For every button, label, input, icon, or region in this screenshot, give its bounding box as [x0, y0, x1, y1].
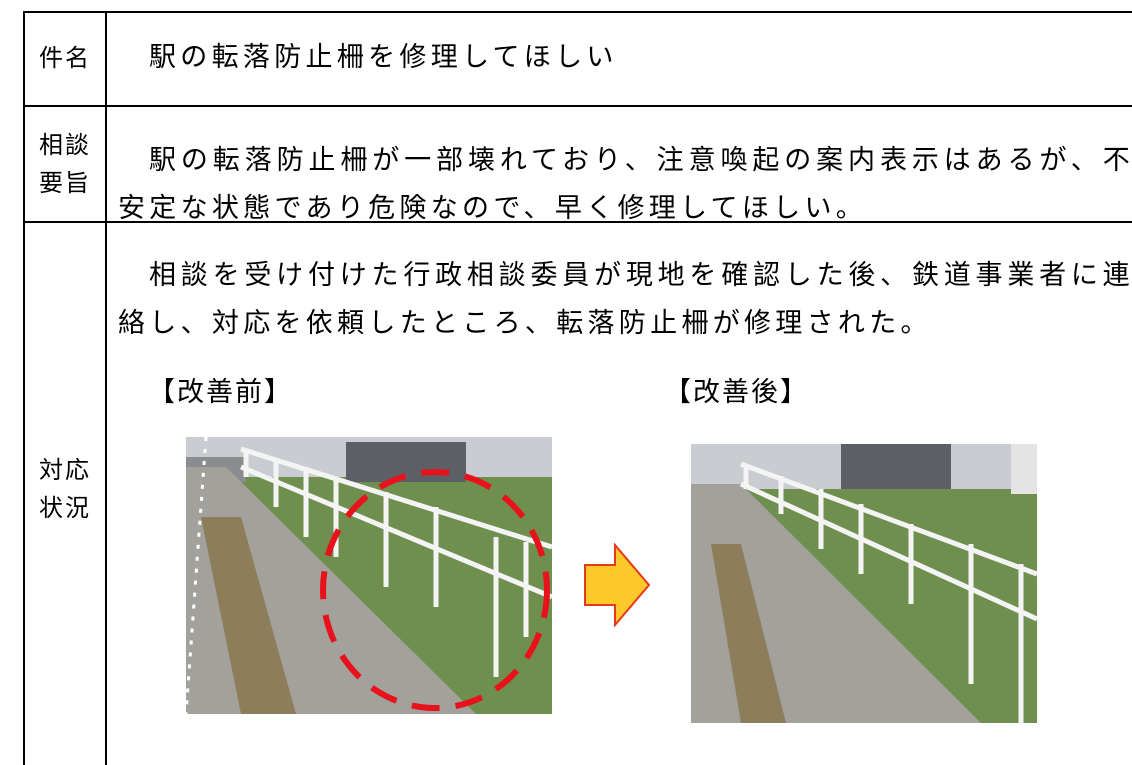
row-content: 相談を受け付けた行政相談委員が現地を確認した後、鉄道事業者に連絡し、対応を依頼し…: [118, 260, 1132, 339]
row-label: 相談要旨: [39, 131, 91, 197]
caption: 【改善後】: [664, 377, 809, 408]
row-label: 件名: [39, 44, 91, 72]
highlight-circle: [320, 469, 550, 711]
photo-before: [186, 437, 552, 714]
border: [23, 105, 1132, 107]
row-content: 駅の転落防止柵が一部壊れており、注意喚起の案内表示はあるが、不安定な状態であり危…: [118, 145, 1132, 224]
photo-after: [691, 444, 1037, 723]
border: [23, 11, 1132, 13]
arrow: [584, 543, 651, 627]
border: [105, 11, 107, 765]
row-label: 対応状況: [39, 456, 91, 522]
row-content: 駅の転落防止柵を修理してほしい: [149, 42, 618, 73]
border: [23, 11, 25, 765]
border: [23, 221, 1132, 223]
caption: 【改善前】: [148, 377, 293, 408]
